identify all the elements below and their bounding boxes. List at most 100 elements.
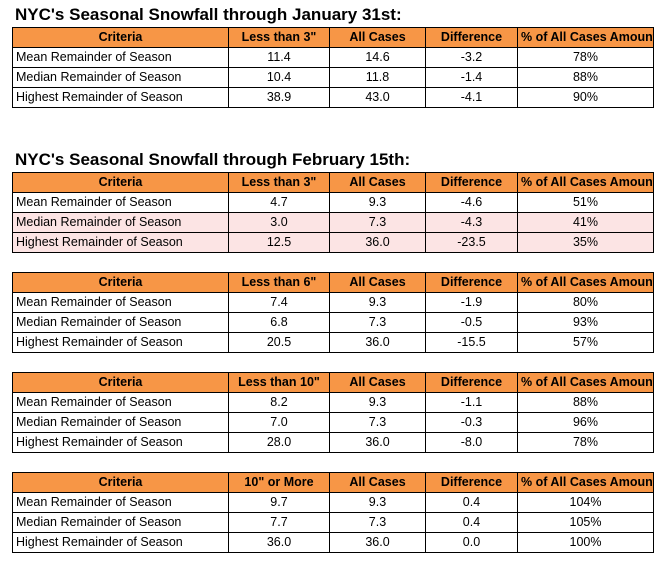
cell-percent: 105%: [517, 512, 654, 533]
cell-difference: -4.6: [425, 192, 518, 213]
header-threshold: Less than 6": [228, 272, 330, 293]
header-threshold: 10" or More: [228, 472, 330, 493]
cell-all-cases: 11.8: [329, 67, 426, 88]
table-less-than-3-jan: Criteria Less than 3" All Cases Differen…: [12, 27, 654, 108]
table-less-than-6-feb: Criteria Less than 6" All Cases Differen…: [12, 272, 654, 353]
row-label: Mean Remainder of Season: [12, 492, 229, 513]
header-all-cases: All Cases: [329, 172, 426, 193]
table-header-row: Criteria Less than 3" All Cases Differen…: [12, 172, 654, 193]
cell-percent: 93%: [517, 312, 654, 333]
cell-threshold: 20.5: [228, 332, 330, 353]
cell-threshold: 28.0: [228, 432, 330, 453]
cell-threshold: 6.8: [228, 312, 330, 333]
header-criteria: Criteria: [12, 27, 229, 48]
header-all-cases: All Cases: [329, 372, 426, 393]
row-label: Median Remainder of Season: [12, 212, 229, 233]
row-label: Highest Remainder of Season: [12, 432, 229, 453]
table-row: Median Remainder of Season 6.8 7.3 -0.5 …: [12, 312, 654, 333]
section-title-february: NYC's Seasonal Snowfall through February…: [15, 150, 411, 169]
header-difference: Difference: [425, 472, 518, 493]
cell-all-cases: 43.0: [329, 87, 426, 108]
cell-difference: -1.1: [425, 392, 518, 413]
cell-threshold: 12.5: [228, 232, 330, 253]
header-threshold: Less than 3": [228, 27, 330, 48]
cell-all-cases: 9.3: [329, 292, 426, 313]
cell-difference: 0.4: [425, 492, 518, 513]
table-less-than-10-feb: Criteria Less than 10" All Cases Differe…: [12, 372, 654, 453]
cell-difference: -1.9: [425, 292, 518, 313]
table-header-row: Criteria Less than 6" All Cases Differen…: [12, 272, 654, 293]
cell-threshold: 8.2: [228, 392, 330, 413]
cell-all-cases: 7.3: [329, 212, 426, 233]
cell-difference: -1.4: [425, 67, 518, 88]
row-label: Mean Remainder of Season: [12, 47, 229, 68]
cell-percent: 57%: [517, 332, 654, 353]
row-label: Highest Remainder of Season: [12, 87, 229, 108]
header-difference: Difference: [425, 27, 518, 48]
header-threshold: Less than 3": [228, 172, 330, 193]
cell-percent: 88%: [517, 392, 654, 413]
cell-threshold: 7.0: [228, 412, 330, 433]
cell-all-cases: 7.3: [329, 312, 426, 333]
table-header-row: Criteria 10" or More All Cases Differenc…: [12, 472, 654, 493]
table-row: Highest Remainder of Season 28.0 36.0 -8…: [12, 432, 654, 453]
cell-threshold: 7.7: [228, 512, 330, 533]
table-header-row: Criteria Less than 10" All Cases Differe…: [12, 372, 654, 393]
table-row: Mean Remainder of Season 9.7 9.3 0.4 104…: [12, 492, 654, 513]
cell-percent: 78%: [517, 47, 654, 68]
cell-all-cases: 9.3: [329, 392, 426, 413]
cell-threshold: 11.4: [228, 47, 330, 68]
table-10-or-more-feb: Criteria 10" or More All Cases Differenc…: [12, 472, 654, 553]
cell-percent: 90%: [517, 87, 654, 108]
row-label: Mean Remainder of Season: [12, 192, 229, 213]
cell-threshold: 3.0: [228, 212, 330, 233]
cell-threshold: 38.9: [228, 87, 330, 108]
row-label: Highest Remainder of Season: [12, 332, 229, 353]
cell-percent: 78%: [517, 432, 654, 453]
row-label: Median Remainder of Season: [12, 512, 229, 533]
table-row-highlighted: Highest Remainder of Season 12.5 36.0 -2…: [12, 232, 654, 253]
cell-all-cases: 14.6: [329, 47, 426, 68]
cell-difference: -0.5: [425, 312, 518, 333]
header-criteria: Criteria: [12, 472, 229, 493]
row-label: Median Remainder of Season: [12, 67, 229, 88]
header-all-cases: All Cases: [329, 472, 426, 493]
cell-all-cases: 7.3: [329, 412, 426, 433]
cell-all-cases: 36.0: [329, 232, 426, 253]
cell-all-cases: 36.0: [329, 332, 426, 353]
table-row-highlighted: Median Remainder of Season 3.0 7.3 -4.3 …: [12, 212, 654, 233]
cell-percent: 51%: [517, 192, 654, 213]
header-difference: Difference: [425, 272, 518, 293]
cell-all-cases: 9.3: [329, 192, 426, 213]
cell-difference: -15.5: [425, 332, 518, 353]
cell-difference: -3.2: [425, 47, 518, 68]
row-label: Mean Remainder of Season: [12, 392, 229, 413]
cell-difference: -4.1: [425, 87, 518, 108]
header-criteria: Criteria: [12, 372, 229, 393]
cell-percent: 80%: [517, 292, 654, 313]
table-row: Median Remainder of Season 7.0 7.3 -0.3 …: [12, 412, 654, 433]
cell-percent: 100%: [517, 532, 654, 553]
row-label: Highest Remainder of Season: [12, 532, 229, 553]
table-less-than-3-feb: Criteria Less than 3" All Cases Differen…: [12, 172, 654, 253]
header-difference: Difference: [425, 372, 518, 393]
cell-all-cases: 7.3: [329, 512, 426, 533]
header-percent: % of All Cases Amount: [517, 27, 654, 48]
cell-threshold: 9.7: [228, 492, 330, 513]
cell-difference: -4.3: [425, 212, 518, 233]
table-row: Mean Remainder of Season 7.4 9.3 -1.9 80…: [12, 292, 654, 313]
section-title-january: NYC's Seasonal Snowfall through January …: [15, 5, 402, 24]
cell-threshold: 10.4: [228, 67, 330, 88]
header-percent: % of All Cases Amount: [517, 272, 654, 293]
cell-difference: 0.4: [425, 512, 518, 533]
cell-difference: -8.0: [425, 432, 518, 453]
cell-difference: -0.3: [425, 412, 518, 433]
table-row: Median Remainder of Season 10.4 11.8 -1.…: [12, 67, 654, 88]
header-percent: % of All Cases Amount: [517, 172, 654, 193]
cell-percent: 88%: [517, 67, 654, 88]
table-row: Median Remainder of Season 7.7 7.3 0.4 1…: [12, 512, 654, 533]
table-row: Mean Remainder of Season 8.2 9.3 -1.1 88…: [12, 392, 654, 413]
header-criteria: Criteria: [12, 172, 229, 193]
row-label: Highest Remainder of Season: [12, 232, 229, 253]
cell-percent: 96%: [517, 412, 654, 433]
